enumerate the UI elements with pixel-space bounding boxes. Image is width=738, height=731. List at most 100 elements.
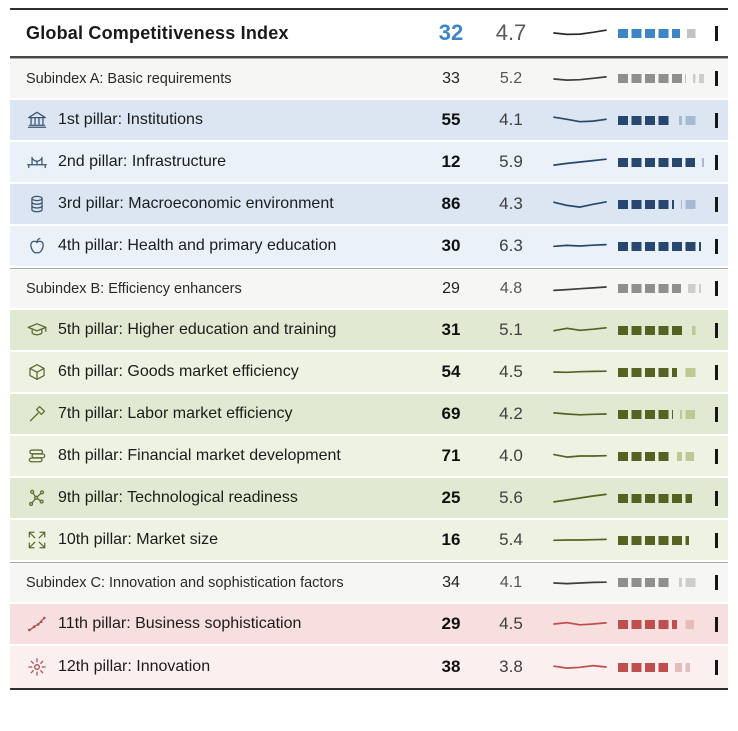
pillar-row: 12th pillar: Innovation 38 3.8 — [10, 646, 728, 688]
score-bar-track — [618, 451, 710, 461]
bridge-icon — [26, 151, 56, 173]
score-bar — [618, 71, 718, 86]
rank-value: 29 — [442, 279, 460, 297]
scale-end-tick — [715, 532, 718, 548]
score-bar-track — [618, 493, 710, 503]
score-bar-fill — [618, 451, 678, 461]
row-label: 5th pillar: Higher education and trainin… — [58, 321, 337, 338]
pillar-row: 6th pillar: Goods market efficiency 54 4… — [10, 352, 728, 394]
trend-sparkline — [548, 279, 612, 299]
score-bar — [618, 532, 718, 548]
score-bar — [618, 659, 718, 675]
score-bar-fill — [618, 578, 680, 587]
score-bar-fill — [618, 325, 693, 335]
rank-value: 30 — [441, 236, 461, 255]
rank-value: 12 — [441, 152, 461, 171]
score-bar-fill — [618, 157, 703, 167]
bank-icon — [26, 109, 56, 131]
score-value: 4.3 — [499, 194, 523, 213]
row-label: 7th pillar: Labor market efficiency — [58, 405, 293, 422]
score-value: 5.6 — [499, 488, 523, 507]
tools-icon — [26, 403, 56, 425]
score-value: 4.5 — [499, 362, 523, 381]
row-label: 2nd pillar: Infrastructure — [58, 153, 227, 170]
trend-sparkline — [548, 404, 612, 424]
score-bar-track — [618, 578, 710, 587]
score-bar-fill — [618, 535, 696, 545]
score-bar-track — [618, 74, 710, 83]
gci-rank-value: 32 — [438, 20, 464, 45]
row-label: 3rd pillar: Macroeconomic environment — [58, 195, 334, 212]
row-label: 1st pillar: Institutions — [58, 111, 203, 128]
score-bar — [618, 490, 718, 506]
row-label: 12th pillar: Innovation — [58, 658, 211, 675]
pillar-row: 10th pillar: Market size 16 5.4 — [10, 520, 728, 562]
score-bar — [618, 575, 718, 590]
rank-value: 34 — [442, 573, 460, 591]
pillar-row: 11th pillar: Business sophistication 29 … — [10, 604, 728, 646]
subindex-row: Subindex A: Basic requirements 33 5.2 — [10, 58, 728, 100]
gci-trend-sparkline — [548, 23, 612, 43]
pillar-row: 2nd pillar: Infrastructure 12 5.9 — [10, 142, 728, 184]
score-bar — [618, 238, 718, 254]
pillar-row: 5th pillar: Higher education and trainin… — [10, 310, 728, 352]
scale-end-tick — [715, 659, 718, 675]
gci-score-value: 4.7 — [495, 20, 527, 45]
table-title: Global Competitiveness Index — [26, 22, 289, 43]
rank-value: 54 — [441, 362, 461, 381]
scale-end-tick — [715, 281, 718, 296]
scale-end-tick — [715, 575, 718, 590]
score-bar-fill — [618, 409, 681, 419]
trend-sparkline — [548, 320, 612, 340]
network-icon — [26, 487, 56, 509]
pillar-row: 8th pillar: Financial market development… — [10, 436, 728, 478]
score-bar-fill — [618, 662, 675, 672]
score-value: 6.3 — [499, 236, 523, 255]
row-label: 8th pillar: Financial market development — [58, 447, 341, 464]
scale-end-tick — [715, 154, 718, 170]
gci-score-bar — [618, 25, 718, 41]
row-label: 10th pillar: Market size — [58, 531, 219, 548]
scale-end-tick — [715, 364, 718, 380]
score-bar-track — [618, 619, 710, 629]
score-bar-fill — [618, 199, 682, 209]
score-bar — [618, 406, 718, 422]
rank-value: 71 — [441, 446, 461, 465]
rank-value: 25 — [441, 488, 461, 507]
rank-value: 86 — [441, 194, 461, 213]
score-value: 4.0 — [499, 446, 523, 465]
trend-sparkline — [548, 573, 612, 593]
score-bar-track — [618, 241, 710, 251]
scale-end-tick — [715, 616, 718, 632]
scale-end-tick — [715, 448, 718, 464]
trend-sparkline — [548, 194, 612, 214]
row-label: Subindex A: Basic requirements — [26, 70, 232, 87]
score-bar — [618, 112, 718, 128]
apple-icon — [26, 235, 56, 257]
rank-value: 33 — [442, 69, 460, 87]
score-bar-track — [618, 157, 710, 167]
score-value: 5.1 — [499, 320, 523, 339]
scale-end-tick — [715, 490, 718, 506]
score-value: 4.1 — [499, 573, 523, 591]
score-bar-track — [618, 409, 710, 419]
row-label: 4th pillar: Health and primary education — [58, 237, 337, 254]
scale-end-tick — [715, 406, 718, 422]
scale-end-tick — [715, 238, 718, 254]
score-bar-track — [618, 325, 710, 335]
score-bar-track — [618, 284, 710, 293]
gci-table: Global Competitiveness Index 32 4.7 Subi… — [10, 8, 728, 690]
pillar-row: 9th pillar: Technological readiness 25 5… — [10, 478, 728, 520]
score-bar — [618, 196, 718, 212]
score-bar-fill — [618, 241, 708, 251]
rank-value: 55 — [441, 110, 461, 129]
score-value: 5.2 — [499, 69, 523, 87]
trend-sparkline — [548, 69, 612, 89]
trend-sparkline — [548, 614, 612, 634]
pillar-row: 1st pillar: Institutions 55 4.1 — [10, 100, 728, 142]
score-bar-track — [618, 115, 710, 125]
score-bar — [618, 281, 718, 296]
subindex-row: Subindex C: Innovation and sophisticatio… — [10, 562, 728, 604]
score-bar-fill — [618, 619, 684, 629]
score-bar — [618, 154, 718, 170]
